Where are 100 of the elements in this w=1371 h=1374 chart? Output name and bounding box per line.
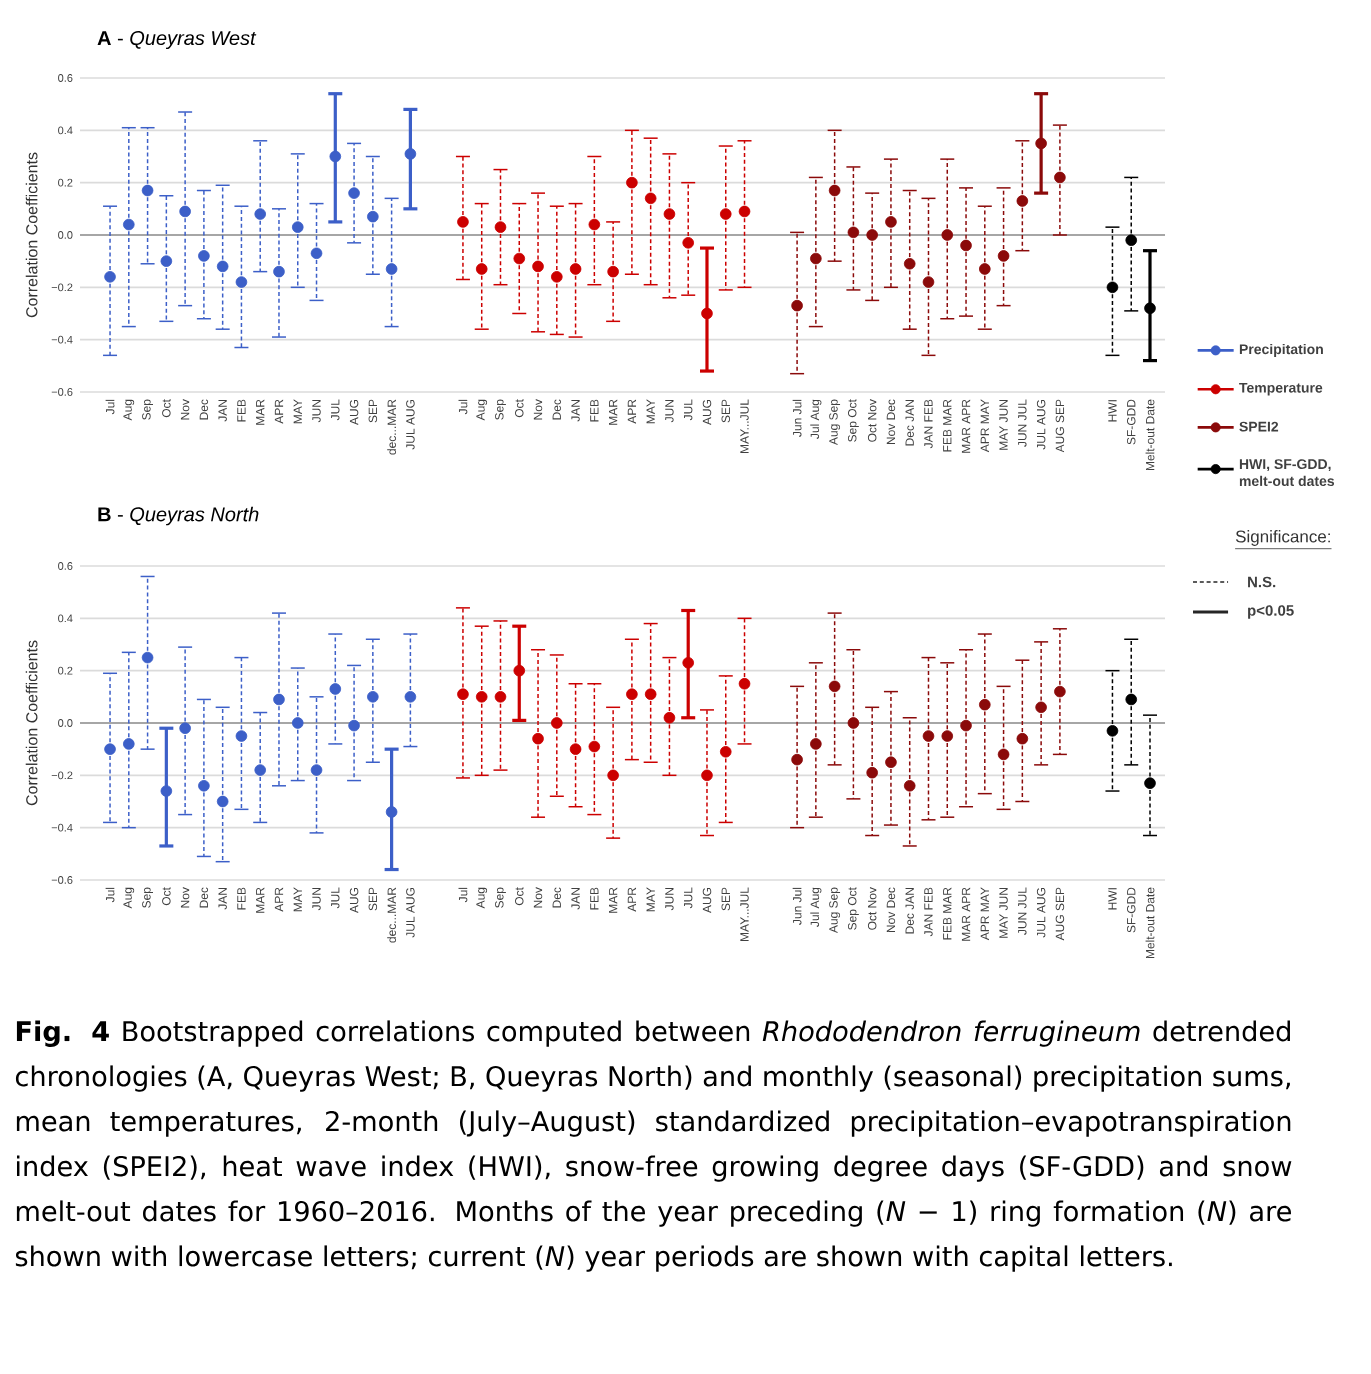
x-tick-label: FEB MAR (943, 887, 952, 940)
x-tick-label: SEP (721, 887, 731, 911)
x-tick-label: JAN (571, 888, 580, 910)
x-tick-label: APR (274, 399, 284, 424)
x-tick-label: SF-GDD (1126, 887, 1136, 933)
x-tick-label: JAN FEB (924, 399, 933, 449)
text: Fig. 4 Bootstrapped correlations computed between Rhododendron ferrugineum detrended chronologies (A, Queyras West; B, Queyras North) and monthly (seasonal) precipitation sums, mean temperatures, 2-month (July–August) standardized precipitation–evapotranspiration index (SPEI2), heat wave index (HWI), snow-free growing degree days (SF-GDD) and snow melt-out dates for 1960–2016. Months of the year preceding (N − 1) ring formation (N) are shown with lowercase letters; current (N) year periods are shown with capital letters. (15, 1020, 1292, 1272)
y-tick-label: 0.2 (58, 666, 73, 675)
x-tick-label: MAR (609, 887, 618, 913)
y-tick-label: −0.4 (51, 335, 73, 344)
x-tick-label: FEB (590, 887, 599, 910)
x-tick-label: Aug Sep (829, 887, 841, 934)
x-tick-label: JAN FEB (924, 887, 933, 937)
x-tick-label: FEB (590, 399, 599, 422)
x-tick-label: MAY...JUL (740, 887, 749, 941)
x-tick-label: Jun Jul (792, 399, 802, 437)
x-tick-label: Melt-out Date (1145, 887, 1155, 959)
x-tick-label: Oct Nov (867, 399, 877, 442)
y-tick-label: 0.6 (58, 562, 73, 570)
x-tick-label: AUG SEP (1055, 399, 1065, 453)
x-tick-label: MAR (256, 887, 265, 913)
text: p<0.05 (1248, 605, 1294, 619)
x-tick-label: SEP (368, 399, 378, 423)
x-tick-label: FEB (237, 887, 246, 910)
x-tick-label: JUN (312, 888, 321, 911)
x-tick-label: MAR (609, 399, 618, 425)
x-tick-label: Oct Nov (867, 887, 877, 930)
x-tick-label: MAR (256, 399, 265, 425)
x-tick-label: JUN (665, 888, 674, 911)
x-tick-label: JUL AUG (1036, 399, 1046, 450)
x-tick-label: Aug (476, 887, 488, 909)
y-axis-title: Correlation Coefficients (25, 152, 38, 318)
x-tick-label: Dec (552, 399, 561, 420)
x-tick-label: JUN (665, 400, 674, 423)
x-tick-label: AUG SEP (1055, 887, 1065, 941)
y-tick-label: 0.6 (58, 74, 73, 82)
legend-label: Precipitation (1239, 343, 1323, 357)
x-tick-label: APR MAY (980, 887, 989, 941)
x-tick-label: Sep (495, 887, 506, 908)
x-tick-label: Nov Dec (886, 399, 896, 445)
x-tick-label: MAY...JUL (740, 399, 749, 453)
x-tick-label: JUL AUG (406, 887, 415, 938)
x-tick-label: Dec JAN (905, 888, 914, 934)
x-tick-label: Jul (458, 399, 468, 415)
x-tick-label: MAY JUN (999, 400, 1008, 450)
y-tick-label: −0.6 (51, 876, 73, 884)
x-tick-label: Dec JAN (905, 400, 914, 446)
x-tick-label: MAY JUN (999, 888, 1008, 938)
x-tick-label: SF-GDD (1126, 399, 1136, 445)
x-tick-label: MAR APR (961, 887, 971, 941)
x-tick-label: Jul (105, 399, 115, 415)
x-tick-label: JUN (312, 400, 321, 423)
x-tick-label: Oct (515, 399, 524, 418)
x-tick-label: JUN JUL (1018, 887, 1027, 935)
x-tick-label: FEB (237, 399, 246, 422)
x-tick-label: APR (627, 887, 637, 912)
x-tick-label: Aug Sep (829, 399, 841, 446)
x-tick-label: JUL (684, 887, 693, 909)
x-tick-label: Aug (476, 399, 488, 421)
x-tick-label: APR MAY (980, 399, 989, 453)
x-tick-label: Sep (142, 887, 153, 908)
x-tick-label: MAY (293, 399, 302, 424)
x-tick-label: FEB MAR (943, 399, 952, 452)
x-tick-label: MAY (646, 887, 655, 912)
chart-title: B - Queyras North (98, 506, 259, 526)
y-tick-label: −0.4 (51, 823, 73, 832)
x-tick-label: Sep (142, 399, 153, 420)
x-tick-label: JUL (331, 399, 340, 421)
y-tick-label: 0.4 (58, 126, 73, 135)
x-tick-label: JUL AUG (406, 399, 415, 450)
x-tick-label: Oct (162, 887, 171, 906)
x-tick-label: HWI (1108, 400, 1117, 422)
x-tick-label: Nov (533, 399, 543, 420)
text: N.S. (1248, 576, 1276, 588)
x-tick-label: Nov (533, 887, 543, 908)
x-tick-label: Dec (199, 887, 209, 908)
x-tick-label: HWI (1108, 888, 1117, 910)
x-tick-label: SEP (721, 399, 731, 423)
y-axis-title: Correlation Coefficients (25, 640, 38, 806)
text: Significance: (1235, 530, 1330, 546)
x-tick-label: Oct (515, 887, 524, 906)
y-tick-label: −0.2 (51, 283, 73, 292)
y-tick-label: 0.0 (58, 719, 73, 727)
x-tick-label: JUL AUG (1036, 887, 1046, 938)
x-tick-label: Melt-out Date (1145, 399, 1155, 471)
x-tick-label: AUG (349, 399, 359, 426)
x-tick-label: Sep (495, 399, 506, 420)
x-tick-label: JUL (331, 887, 340, 909)
x-tick-label: JAN (218, 400, 227, 422)
x-tick-label: Nov (180, 887, 190, 908)
y-tick-label: 0.4 (58, 614, 73, 623)
x-tick-label: Oct (162, 399, 171, 418)
x-tick-label: JUN JUL (1018, 399, 1027, 447)
x-tick-label: Jul Aug (810, 399, 822, 439)
x-tick-label: MAY (646, 399, 655, 424)
x-tick-label: Nov Dec (886, 887, 896, 933)
x-tick-label: AUG (702, 887, 712, 914)
y-tick-label: −0.6 (51, 388, 73, 396)
legend-label: SPEI2 (1239, 421, 1279, 432)
legend-label: Temperature (1239, 382, 1323, 396)
